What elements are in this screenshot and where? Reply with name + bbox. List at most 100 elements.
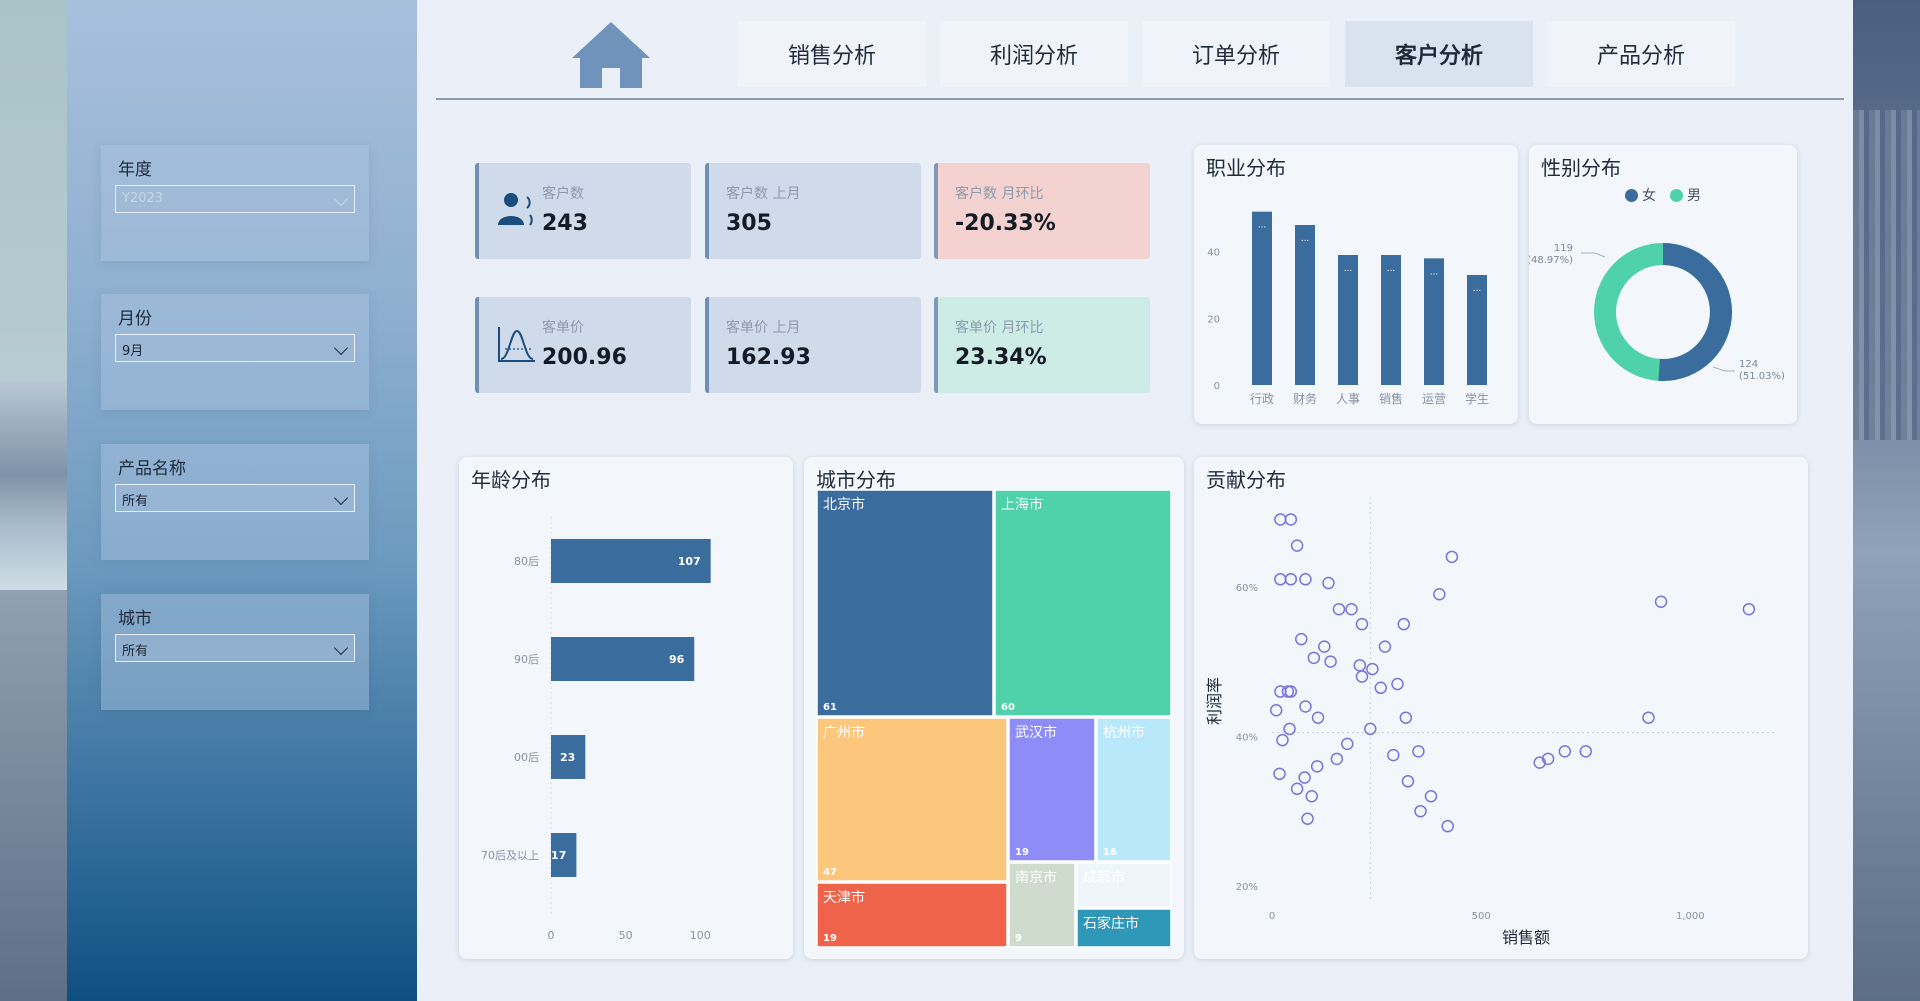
tab-customer-analysis[interactable]: 客户分析 xyxy=(1345,21,1533,87)
scatter-y-label: 利润率 xyxy=(1205,677,1224,725)
city-cell-value: 47 xyxy=(823,867,837,878)
city-dropdown[interactable]: 所有 xyxy=(115,634,355,662)
home-button[interactable] xyxy=(570,20,652,90)
scatter-point xyxy=(1412,745,1425,758)
gender-legend: 女 男 xyxy=(1529,185,1797,205)
tab-order-analysis[interactable]: 订单分析 xyxy=(1142,21,1330,87)
scatter-point xyxy=(1355,670,1369,683)
kpi-unit-price-mom-value: 23.34% xyxy=(955,345,1047,370)
occupation-title: 职业分布 xyxy=(1206,156,1286,180)
scatter-point xyxy=(1654,595,1668,608)
scatter-y-tick: 20% xyxy=(1236,882,1258,893)
scatter-x-tick: 1,000 xyxy=(1676,911,1705,922)
scatter-y-tick: 40% xyxy=(1236,732,1258,743)
scatter-point xyxy=(1345,602,1358,616)
city-cell-4 xyxy=(1008,717,1096,862)
occupation-y-tick: 0 xyxy=(1214,381,1220,392)
age-y-tick: 00后 xyxy=(514,751,539,764)
city-cell-name: 北京市 xyxy=(823,496,865,513)
scatter-point xyxy=(1322,576,1335,590)
city-cell-name: 武汉市 xyxy=(1015,724,1057,741)
scatter-x-label: 销售额 xyxy=(1502,928,1550,947)
scatter-point xyxy=(1742,602,1756,616)
city-cell-value: 61 xyxy=(823,702,837,713)
kpi-unit-price-label: 客单价 xyxy=(542,320,584,336)
product-dropdown-value: 所有 xyxy=(122,494,149,509)
scatter-point xyxy=(1318,640,1331,653)
occupation-data-label: ... xyxy=(1301,234,1310,244)
occupation-y-tick: 40 xyxy=(1207,248,1220,259)
legend-item-female[interactable]: 女 xyxy=(1625,185,1656,205)
city-cell-value: 9 xyxy=(1015,933,1022,944)
legend-female-label: 女 xyxy=(1642,188,1656,204)
city-cell-name: 广州市 xyxy=(823,724,865,741)
age-y-tick: 70后及以上 xyxy=(481,849,539,862)
age-data-label: 17 xyxy=(551,849,566,862)
scatter-point xyxy=(1353,659,1367,672)
chevron-down-icon xyxy=(333,191,349,207)
scatter-point xyxy=(1269,703,1283,717)
chevron-down-icon xyxy=(333,640,349,656)
occupation-data-label: ... xyxy=(1430,267,1439,277)
city-dropdown-value: 所有 xyxy=(122,644,149,659)
kpi-unit-price-last-month: 客单价 上月 162.93 xyxy=(705,297,921,393)
year-dropdown[interactable]: Y2023 xyxy=(115,185,355,213)
kpi-customers-mom-value: -20.33% xyxy=(955,211,1056,236)
city-cell-9 xyxy=(1076,908,1172,948)
gender-leader-female xyxy=(1581,252,1606,258)
scatter-point xyxy=(1387,748,1400,762)
age-x-tick: 100 xyxy=(690,929,711,942)
kpi-unit-price: 客单价 200.96 xyxy=(475,297,691,393)
month-dropdown[interactable]: 9月 xyxy=(115,334,355,362)
occupation-data-label: ... xyxy=(1387,264,1396,274)
age-bar xyxy=(551,735,586,779)
kpi-customers-last-value: 305 xyxy=(726,211,772,236)
occupation-bar xyxy=(1381,255,1401,385)
chevron-down-icon xyxy=(333,490,349,506)
scatter-point xyxy=(1541,752,1555,766)
occupation-x-tick: 销售 xyxy=(1379,391,1403,406)
scatter-point xyxy=(1307,651,1321,665)
month-slicer: 月份 9月 xyxy=(101,294,369,410)
age-card: 年龄分布 107 80后 96 90后 23 00后 17 70后及以上 0 50 100 xyxy=(459,457,793,959)
gender-donut-chart: 119(48.97%) 124(51.03%) xyxy=(1529,243,1785,382)
city-cell-name: 成都市 xyxy=(1083,869,1125,886)
scatter-point xyxy=(1299,573,1312,586)
occupation-x-tick: 人事 xyxy=(1336,392,1360,406)
legend-item-male[interactable]: 男 xyxy=(1670,185,1701,205)
scatter-point xyxy=(1311,711,1325,724)
occupation-data-label: ... xyxy=(1258,221,1267,231)
product-dropdown[interactable]: 所有 xyxy=(115,484,355,512)
age-chart: 107 80后 96 90后 23 00后 17 70后及以上 0 50 100 xyxy=(481,517,711,942)
scatter-point xyxy=(1355,617,1369,631)
tab-profit-analysis[interactable]: 利润分析 xyxy=(940,21,1128,87)
scatter-y-tick: 60% xyxy=(1236,583,1258,594)
occupation-x-tick: 运营 xyxy=(1422,392,1446,406)
distribution-curve-icon xyxy=(498,327,535,362)
scatter-point xyxy=(1276,733,1289,747)
scatter-point xyxy=(1374,681,1388,695)
kpi-customers-last-month: 客户数 上月 305 xyxy=(705,163,921,259)
scatter-point xyxy=(1284,685,1298,698)
scatter-point xyxy=(1579,745,1592,758)
occupation-bar xyxy=(1338,255,1358,385)
tab-product-analysis[interactable]: 产品分析 xyxy=(1547,21,1735,87)
tab-sales-analysis[interactable]: 销售分析 xyxy=(738,21,926,87)
scatter-point xyxy=(1366,662,1379,676)
scatter-point xyxy=(1433,588,1446,601)
scatter-x-tick: 500 xyxy=(1472,911,1491,922)
scatter-point xyxy=(1332,602,1346,616)
city-cell-8 xyxy=(1076,862,1172,908)
scatter-point xyxy=(1305,790,1318,803)
scatter-point xyxy=(1284,573,1298,586)
occupation-bar xyxy=(1467,275,1487,385)
kpi-customers-label: 客户数 xyxy=(542,186,584,202)
scatter-point xyxy=(1378,640,1392,653)
month-slicer-label: 月份 xyxy=(118,309,152,329)
scatter-point xyxy=(1397,617,1411,631)
scatter-point xyxy=(1290,782,1304,796)
occupation-bar xyxy=(1424,258,1444,385)
occupation-bar xyxy=(1295,225,1315,385)
city-cell-6 xyxy=(816,882,1008,948)
age-x-tick: 50 xyxy=(619,929,633,942)
